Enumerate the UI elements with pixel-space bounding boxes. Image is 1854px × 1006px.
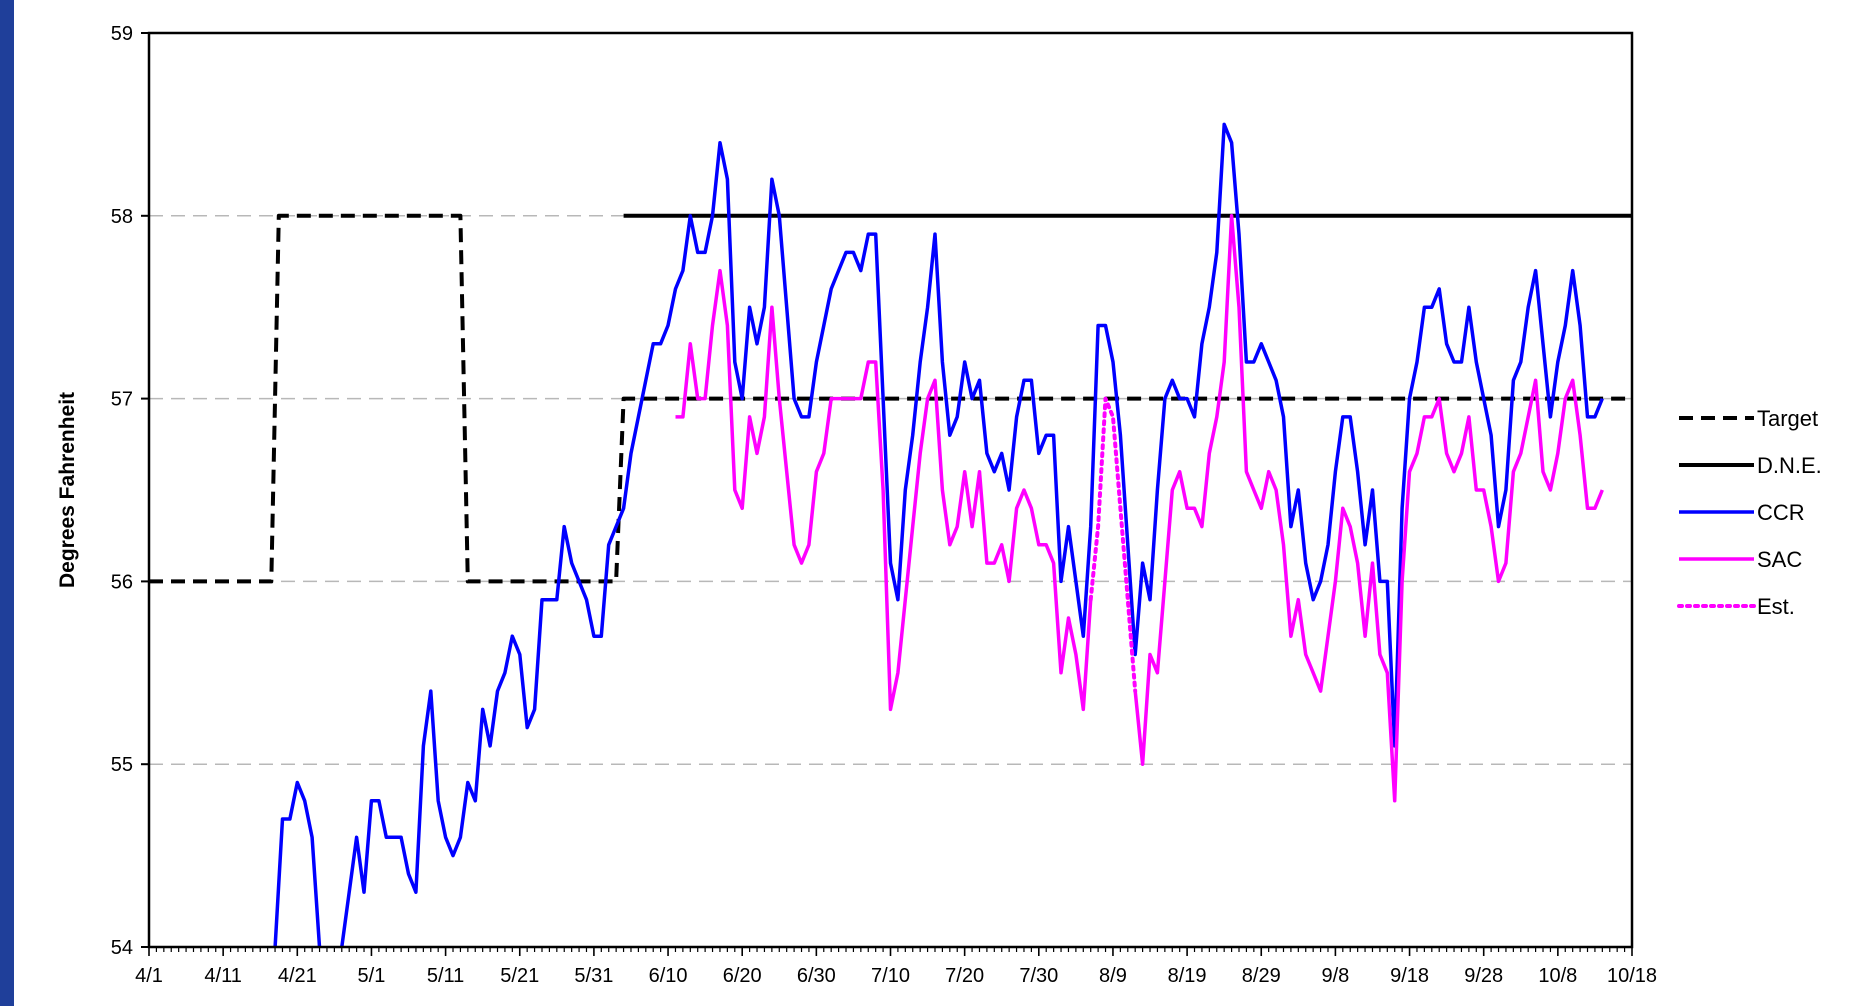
x-tick-label: 9/8 xyxy=(1321,965,1349,987)
legend-label: Target xyxy=(1757,406,1818,431)
x-tick-label: 7/10 xyxy=(871,965,910,987)
x-tick-label: 4/21 xyxy=(278,965,317,987)
x-tick-label: 9/28 xyxy=(1464,965,1503,987)
x-tick-label: 4/1 xyxy=(135,965,163,987)
y-tick-label: 54 xyxy=(111,937,133,959)
x-tick-label: 4/11 xyxy=(204,965,241,987)
x-tick-label: 10/8 xyxy=(1538,965,1577,987)
x-tick-label: 8/19 xyxy=(1168,965,1207,987)
y-tick-label: 58 xyxy=(111,206,133,228)
chart-frame: 54 55 56 57 58 59 4/1 4/11 4/21 5/1 5/11 5/21 5/31 6/… xyxy=(14,0,1854,1006)
line-chart: 54 55 56 57 58 59 4/1 4/11 4/21 5/1 5/11 5/21 5/31 6/… xyxy=(56,23,1822,987)
y-tick-label: 55 xyxy=(111,754,133,776)
x-tick-label: 7/20 xyxy=(945,965,984,987)
series-line-ccr xyxy=(273,780,322,948)
legend-item-sac: SAC xyxy=(1679,547,1802,572)
x-tick-label: 8/29 xyxy=(1242,965,1281,987)
x-tick-label: 5/31 xyxy=(574,965,613,987)
x-tick-label: 5/21 xyxy=(500,965,539,987)
x-tick-label: 6/30 xyxy=(797,965,836,987)
x-tick-label: 6/10 xyxy=(649,965,688,987)
x-tick-label: 8/9 xyxy=(1099,965,1127,987)
legend-item-est: Est. xyxy=(1677,594,1795,619)
series-line-sac xyxy=(1133,214,1604,803)
x-tick-label: 5/1 xyxy=(358,965,386,987)
y-tick-label: 59 xyxy=(111,23,133,45)
x-tick-label: 7/30 xyxy=(1019,965,1058,987)
legend-label: D.N.E. xyxy=(1757,453,1822,478)
legend-item-target: Target xyxy=(1679,406,1818,431)
y-tick-label: 56 xyxy=(111,571,133,593)
legend-label: SAC xyxy=(1757,547,1802,572)
series-line-sac xyxy=(675,268,1093,712)
legend: Target D.N.E. CCR SAC Est. xyxy=(1677,406,1822,619)
legend-label: Est. xyxy=(1757,594,1795,619)
legend-item-d-n-e: D.N.E. xyxy=(1679,453,1822,478)
x-tick-label: 10/18 xyxy=(1607,965,1657,987)
x-tick-label: 5/11 xyxy=(427,965,464,987)
tick-labels: 54 55 56 57 58 59 4/1 4/11 4/21 5/1 5/11 5/21 5/31 6/… xyxy=(111,23,1657,987)
series-line-ccr xyxy=(340,122,1604,948)
series-line-est xyxy=(1088,396,1138,694)
x-tick-label: 6/20 xyxy=(723,965,762,987)
y-tick-label: 57 xyxy=(111,389,133,411)
legend-label: CCR xyxy=(1757,500,1805,525)
axis-ticks xyxy=(141,32,1633,956)
series-line-target xyxy=(149,213,1632,584)
x-tick-label: 9/18 xyxy=(1390,965,1429,987)
series-lines xyxy=(149,122,1632,948)
y-axis-title: Degrees Fahrenheit xyxy=(56,392,79,588)
legend-item-ccr: CCR xyxy=(1679,500,1805,525)
